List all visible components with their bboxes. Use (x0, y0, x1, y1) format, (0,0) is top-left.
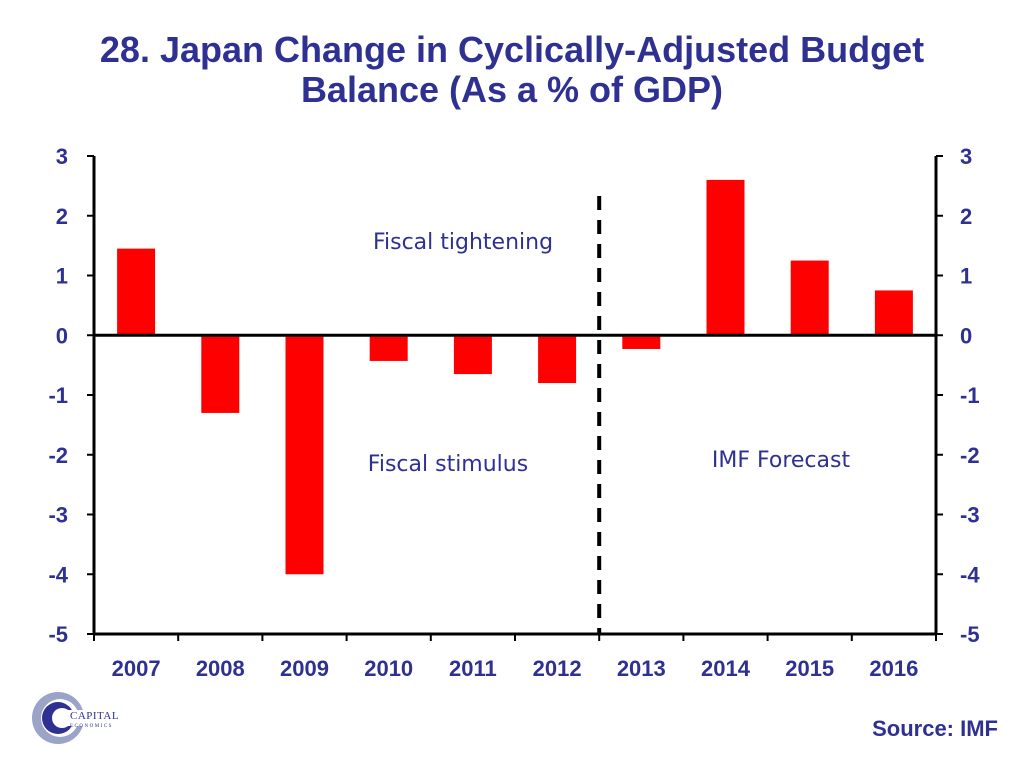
x-tick-label-2015: 2015 (785, 656, 834, 681)
x-tick-label-2009: 2009 (280, 656, 329, 681)
bar-2016 (874, 290, 913, 336)
x-tick-label-2011: 2011 (449, 656, 497, 681)
y-tick-label-right: -5 (960, 622, 980, 647)
bar-2013 (622, 335, 661, 349)
bar-2008 (201, 335, 240, 413)
annotations-group: Fiscal tightening Fiscal stimulus IMF Fo… (368, 230, 851, 477)
y-tick-label-left: -1 (48, 383, 68, 408)
bar-2010 (369, 335, 408, 361)
y-tick-label-left: 0 (56, 323, 68, 348)
y-tick-label-right: -2 (960, 443, 980, 468)
bar-2015 (790, 260, 829, 336)
axes-group (87, 155, 943, 641)
y-tick-label-left: 2 (56, 204, 68, 229)
y-tick-label-left: -2 (48, 443, 68, 468)
y-tick-label-right: 1 (960, 264, 972, 289)
x-tick-label-2013: 2013 (617, 656, 666, 681)
bar-2014 (706, 179, 745, 336)
capital-economics-logo-icon (32, 692, 86, 744)
y-tick-label-left: 1 (56, 264, 68, 289)
annotation-fiscal-tightening: Fiscal tightening (373, 230, 553, 255)
y-tick-label-right: 3 (960, 144, 972, 169)
logo-text: CAPITAL (70, 710, 120, 722)
bar-2007 (117, 248, 156, 336)
y-tick-label-right: -3 (960, 503, 980, 528)
annotation-fiscal-stimulus: Fiscal stimulus (368, 452, 528, 477)
y-tick-label-left: -4 (48, 562, 68, 587)
logo-subtext: ECONOMICS (70, 724, 113, 729)
y-tick-label-right: 2 (960, 204, 972, 229)
ticks-group: -5 -5 -4 -4 -3 -3 -2 -2 -1 -1 0 0 1 1 2 2 3 3 2007 2008 2009… (48, 144, 980, 681)
y-tick-label-right: -1 (960, 383, 980, 408)
x-tick-label-2012: 2012 (533, 656, 582, 681)
y-tick-label-right: 0 (960, 323, 972, 348)
x-tick-label-2016: 2016 (869, 656, 918, 681)
y-tick-label-left: -5 (48, 622, 68, 647)
x-tick-label-2010: 2010 (364, 656, 413, 681)
chart-title-line-2: Balance (As a % of GDP) (300, 69, 724, 110)
x-tick-label-2008: 2008 (196, 656, 245, 681)
x-tick-label-2007: 2007 (112, 656, 161, 681)
y-tick-label-left: 3 (56, 144, 68, 169)
bar-2009 (285, 335, 324, 575)
annotation-imf-forecast: IMF Forecast (712, 448, 851, 473)
chart-title-line-1: 28. Japan Change in Cyclically-Adjusted … (99, 29, 925, 70)
x-tick-label-2014: 2014 (701, 656, 751, 681)
bar-2012 (538, 335, 577, 384)
y-tick-label-left: -3 (48, 503, 68, 528)
chart-title: 28. Japan Change in Cyclically-Adjusted … (0, 30, 1024, 110)
bar-2011 (453, 335, 492, 375)
source-label: Source: IMF (872, 716, 998, 741)
bars-group (117, 179, 913, 575)
y-tick-label-right: -4 (960, 562, 980, 587)
